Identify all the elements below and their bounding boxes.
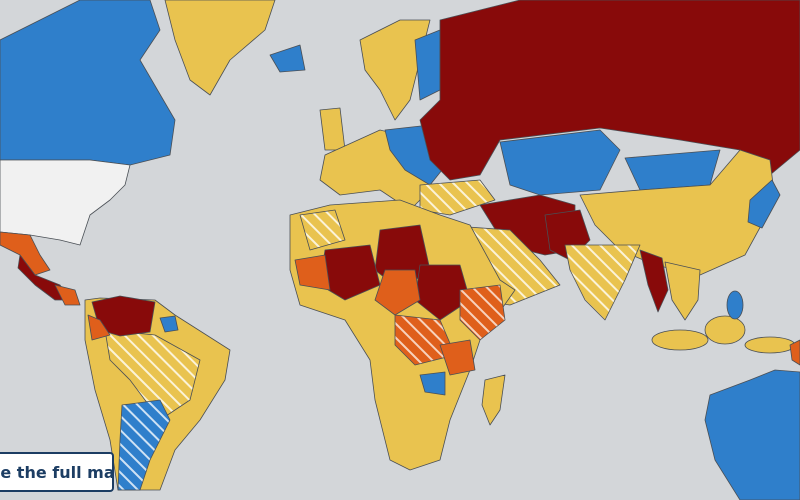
mauritania [294, 254, 331, 291]
iceland [269, 44, 306, 73]
russia [419, 0, 800, 181]
madagascar [481, 374, 506, 426]
turkey [419, 179, 496, 216]
argentina [117, 399, 171, 491]
central-america [54, 284, 81, 306]
morocco [299, 209, 346, 251]
asia [419, 0, 800, 366]
new-guinea [744, 336, 796, 354]
europe [319, 19, 496, 216]
india [564, 244, 641, 321]
chad [374, 269, 421, 316]
oceania [704, 369, 800, 500]
congo [394, 314, 456, 366]
full-map-button[interactable]: See the full map [0, 452, 114, 492]
colombia [87, 314, 111, 341]
australia [704, 369, 800, 500]
kenya [439, 339, 476, 376]
png [789, 339, 800, 366]
greenland [164, 0, 276, 96]
sumatra [651, 329, 709, 351]
scandinavia [359, 19, 431, 121]
philippines [726, 290, 744, 320]
guiana [159, 315, 179, 333]
borneo [704, 315, 746, 345]
americas [0, 0, 306, 491]
southeast-asia [664, 261, 701, 321]
mexico-north [0, 231, 51, 276]
myanmar [639, 249, 669, 313]
button-label[interactable]: See the full map [0, 463, 114, 482]
ethiopia [459, 284, 506, 341]
africa [289, 199, 516, 471]
japan [747, 179, 781, 229]
zambia [419, 371, 446, 396]
finland [414, 29, 441, 101]
kazakhstan [499, 129, 621, 196]
brazil [104, 329, 201, 421]
